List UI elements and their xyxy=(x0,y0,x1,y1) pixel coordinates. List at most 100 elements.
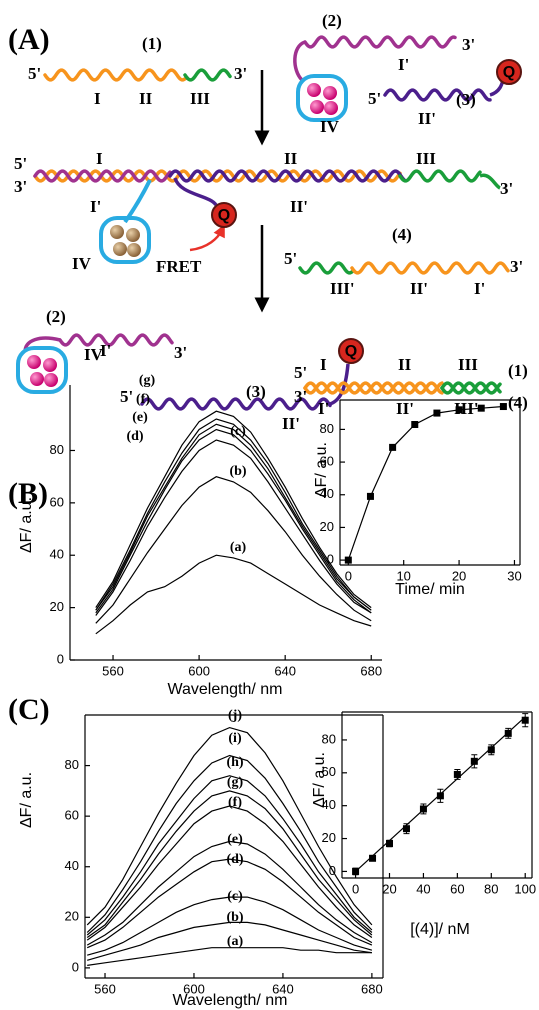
spectrum-line xyxy=(95,428,372,614)
label: II' xyxy=(290,197,308,216)
sphere xyxy=(323,86,337,100)
marker xyxy=(433,409,441,417)
sphere xyxy=(324,101,338,115)
y-tick-label: 80 xyxy=(65,757,79,772)
curve-label: (c) xyxy=(227,889,243,904)
x-tick-label: 560 xyxy=(102,663,124,678)
panel-label: (A) xyxy=(8,23,50,56)
strand xyxy=(33,169,172,183)
marker xyxy=(386,839,393,847)
y-tick-label: 20 xyxy=(50,599,64,614)
label: IV xyxy=(320,117,340,136)
fret-arrow xyxy=(189,224,225,252)
y-tick-label: 40 xyxy=(320,486,334,501)
marker xyxy=(389,443,397,451)
quencher: Q xyxy=(338,338,364,364)
strand xyxy=(398,169,482,183)
label: Q xyxy=(218,207,230,224)
y-tick-label: 20 xyxy=(320,519,334,534)
kinetic-line xyxy=(347,405,504,561)
y-tick-label: 0 xyxy=(72,959,79,974)
label: 5' xyxy=(14,154,27,173)
x-tick-label: 640 xyxy=(274,663,296,678)
sphere xyxy=(307,83,321,97)
label: IV xyxy=(72,254,92,273)
x-tick-label: 80 xyxy=(484,881,498,896)
x-tick-label: 600 xyxy=(188,663,210,678)
diagram-shapes xyxy=(16,35,510,411)
strand xyxy=(479,173,501,190)
strand xyxy=(168,169,407,183)
hairpin-loop xyxy=(16,346,68,394)
label: 5' xyxy=(28,64,41,83)
curve-label: (a) xyxy=(227,934,244,949)
marker xyxy=(366,492,374,500)
label: (4) xyxy=(392,225,412,244)
y-tick-label: 0 xyxy=(327,552,334,567)
x-tick-label: 600 xyxy=(183,981,205,996)
y-tick-label: 40 xyxy=(322,797,336,812)
label: II xyxy=(398,355,412,374)
label: 5' xyxy=(368,89,381,108)
strand xyxy=(183,68,232,82)
sphere xyxy=(27,355,41,369)
sphere xyxy=(126,228,140,242)
spectrum-line xyxy=(87,921,372,961)
marker xyxy=(402,825,410,833)
marker xyxy=(344,556,352,564)
curve-label: (f) xyxy=(228,795,242,810)
spectrum-line xyxy=(95,423,372,611)
spectrum-line xyxy=(86,858,373,949)
x-tick-label: 10 xyxy=(396,568,410,583)
y-tick-label: 80 xyxy=(50,442,64,457)
x-tick-label: 640 xyxy=(272,981,294,996)
spectrum-line xyxy=(86,790,373,938)
sphere xyxy=(113,242,127,256)
spectrum-line xyxy=(87,896,373,956)
label: 3' xyxy=(174,343,187,362)
label: III' xyxy=(330,279,355,298)
strand xyxy=(440,381,502,395)
y-axis-label: ΔF/ a.u. xyxy=(18,497,35,553)
label: III xyxy=(458,355,478,374)
label: III xyxy=(416,149,436,168)
label: (3) xyxy=(456,90,476,109)
strand xyxy=(123,179,152,224)
label: III xyxy=(190,89,210,108)
label: 3' xyxy=(14,177,27,196)
x-tick-label: 20 xyxy=(452,568,466,583)
curve-label: (g) xyxy=(139,373,156,388)
marker xyxy=(477,404,485,412)
x-tick-label: 30 xyxy=(507,568,521,583)
y-axis-label: ΔF/ a.u. xyxy=(311,752,328,808)
strand xyxy=(173,177,218,207)
strand xyxy=(303,381,444,395)
label: Q xyxy=(345,343,357,360)
panel-label: (B) xyxy=(8,477,48,510)
y-tick-label: 40 xyxy=(65,858,79,873)
spectrum-line xyxy=(95,476,372,624)
y-tick-label: 0 xyxy=(57,651,64,666)
label: 5' xyxy=(120,387,133,406)
label: (3) xyxy=(246,382,266,401)
label: (2) xyxy=(46,307,66,326)
marker xyxy=(419,805,427,813)
curve-label: (j) xyxy=(228,708,242,723)
label: (1) xyxy=(508,361,528,380)
strand xyxy=(140,397,332,411)
label: 3' xyxy=(510,257,523,276)
panel-label: (C) xyxy=(8,693,50,726)
curve-label: (b) xyxy=(229,464,246,479)
spectrum-line xyxy=(86,805,373,941)
sphere xyxy=(110,225,124,239)
hairpin-loop xyxy=(296,74,348,122)
curve-label: (b) xyxy=(226,910,243,925)
x-tick-label: 0 xyxy=(345,568,352,583)
x-tick-label: 20 xyxy=(382,881,396,896)
x-axis-label: Wavelength/ nm xyxy=(167,681,282,698)
spectrum-line xyxy=(87,947,372,966)
marker xyxy=(436,792,444,800)
marker xyxy=(499,403,507,411)
marker xyxy=(504,729,512,737)
x-tick-label: 680 xyxy=(360,663,382,678)
